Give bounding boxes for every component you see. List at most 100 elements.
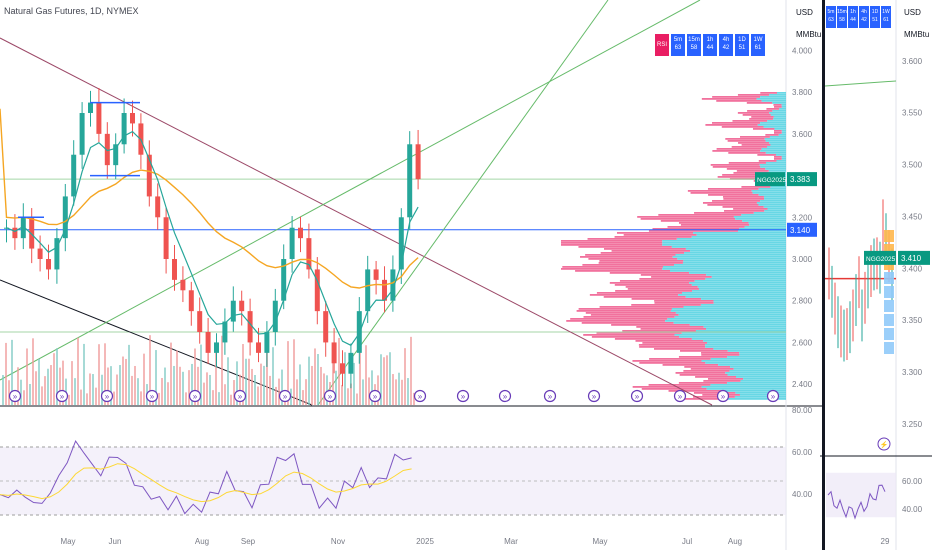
candle-body bbox=[121, 113, 127, 145]
profile-bar-sell bbox=[749, 118, 774, 120]
candle-body bbox=[79, 113, 85, 155]
volume-bar bbox=[137, 378, 139, 405]
profile-bar-buy bbox=[729, 370, 786, 372]
profile-bar-buy bbox=[774, 128, 786, 130]
profile-bar-sell bbox=[707, 188, 759, 190]
profile-bar-sell bbox=[703, 380, 741, 382]
profile-bar-buy bbox=[734, 396, 786, 398]
volume-bar bbox=[62, 360, 64, 405]
profile-bar-sell bbox=[575, 270, 670, 272]
profile-bar-sell bbox=[654, 300, 714, 302]
unit-label[interactable]: MMBtu bbox=[796, 30, 822, 39]
time-tick-label: 2025 bbox=[416, 537, 434, 546]
profile-bar-sell bbox=[747, 110, 773, 112]
event-marker-glyph: » bbox=[418, 392, 423, 401]
profile-bar-buy bbox=[671, 246, 786, 248]
currency-label[interactable]: USD bbox=[796, 8, 813, 17]
profile-bar-buy bbox=[667, 318, 786, 320]
right-price-tick: 3.450 bbox=[902, 212, 923, 221]
time-tick-label: Sep bbox=[241, 537, 256, 546]
profile-bar-buy bbox=[696, 234, 786, 236]
profile-bar-buy bbox=[671, 308, 786, 310]
profile-bar-buy bbox=[781, 158, 786, 160]
event-marker-icon bbox=[413, 389, 427, 403]
profile-bar-sell bbox=[614, 338, 692, 340]
right-currency-label[interactable]: USD bbox=[904, 8, 921, 17]
volume-bar bbox=[275, 386, 277, 405]
candle-body bbox=[306, 238, 312, 270]
volume-bar bbox=[332, 355, 334, 405]
profile-bar-buy bbox=[705, 346, 786, 348]
volume-bar bbox=[401, 379, 403, 405]
volume-bar bbox=[77, 337, 79, 405]
volume-bar bbox=[8, 380, 10, 405]
candle-body bbox=[407, 144, 413, 218]
profile-bar-buy bbox=[689, 324, 786, 326]
price-tick-label: 3.000 bbox=[792, 255, 813, 264]
profile-bar-sell bbox=[614, 284, 692, 286]
volume-bar bbox=[362, 379, 364, 405]
profile-bar-sell bbox=[774, 106, 782, 108]
volume-bar bbox=[272, 347, 274, 405]
profile-bar-buy bbox=[676, 238, 786, 240]
right-price-text: 3.410 bbox=[901, 254, 922, 263]
time-tick-label: May bbox=[592, 537, 607, 546]
rsi-tick-label: 80.00 bbox=[792, 406, 813, 415]
profile-bar-sell bbox=[648, 230, 739, 232]
profile-bar-buy bbox=[764, 138, 786, 140]
profile-bar-sell bbox=[746, 102, 773, 104]
profile-bar-sell bbox=[667, 226, 745, 228]
profile-bar-buy bbox=[730, 366, 786, 368]
candle-body bbox=[62, 196, 68, 239]
candle-body bbox=[390, 269, 396, 301]
volume-bar bbox=[335, 370, 337, 405]
candle-body bbox=[365, 269, 371, 312]
volume-bar bbox=[257, 386, 259, 405]
right-price-tick: 3.300 bbox=[902, 368, 923, 377]
volume-bar bbox=[353, 362, 355, 405]
profile-bar-buy bbox=[735, 376, 786, 378]
volume-bar bbox=[122, 356, 124, 405]
volume-bar bbox=[134, 365, 136, 405]
profile-bar-sell bbox=[637, 216, 734, 218]
profile-bar-buy bbox=[778, 134, 786, 136]
candle-body bbox=[415, 144, 421, 180]
profile-bar-sell bbox=[760, 92, 777, 94]
volume-bar bbox=[230, 394, 232, 405]
profile-bar-sell bbox=[616, 232, 694, 234]
right-unit-label[interactable]: MMBtu bbox=[904, 30, 930, 39]
profile-bar-sell bbox=[707, 204, 759, 206]
profile-bar-buy bbox=[682, 262, 786, 264]
profile-bar-sell bbox=[687, 190, 752, 192]
profile-bar-sell bbox=[766, 108, 780, 110]
volume-bar bbox=[107, 367, 109, 405]
profile-bar-buy bbox=[781, 106, 786, 108]
volume-bar bbox=[131, 375, 133, 405]
profile-bar-buy bbox=[727, 398, 786, 400]
profile-bar-sell bbox=[649, 358, 711, 360]
volume-bar bbox=[143, 353, 145, 405]
profile-bar-sell bbox=[632, 386, 702, 388]
volume-bar bbox=[50, 365, 52, 405]
last-price-text: 3.383 bbox=[790, 175, 811, 184]
candle-body bbox=[155, 196, 161, 218]
profile-bar-sell bbox=[599, 260, 684, 262]
profile-bar-buy bbox=[763, 206, 786, 208]
event-marker-icon bbox=[766, 389, 780, 403]
volume-bar bbox=[92, 374, 94, 405]
profile-bar-buy bbox=[674, 334, 786, 336]
volume-bar bbox=[26, 348, 28, 405]
profile-bar-sell bbox=[702, 202, 757, 204]
volume-bar bbox=[197, 366, 199, 405]
trendline-green-2 bbox=[317, 0, 609, 406]
volume-bar bbox=[119, 365, 121, 405]
profile-bar-sell bbox=[774, 158, 782, 160]
volume-bar bbox=[323, 373, 325, 405]
pane-divider[interactable] bbox=[822, 0, 825, 550]
right-price-tick: 3.250 bbox=[902, 420, 923, 429]
profile-bar-buy bbox=[725, 372, 786, 374]
profile-bar-buy bbox=[727, 350, 786, 352]
profile-bar-sell bbox=[623, 234, 697, 236]
